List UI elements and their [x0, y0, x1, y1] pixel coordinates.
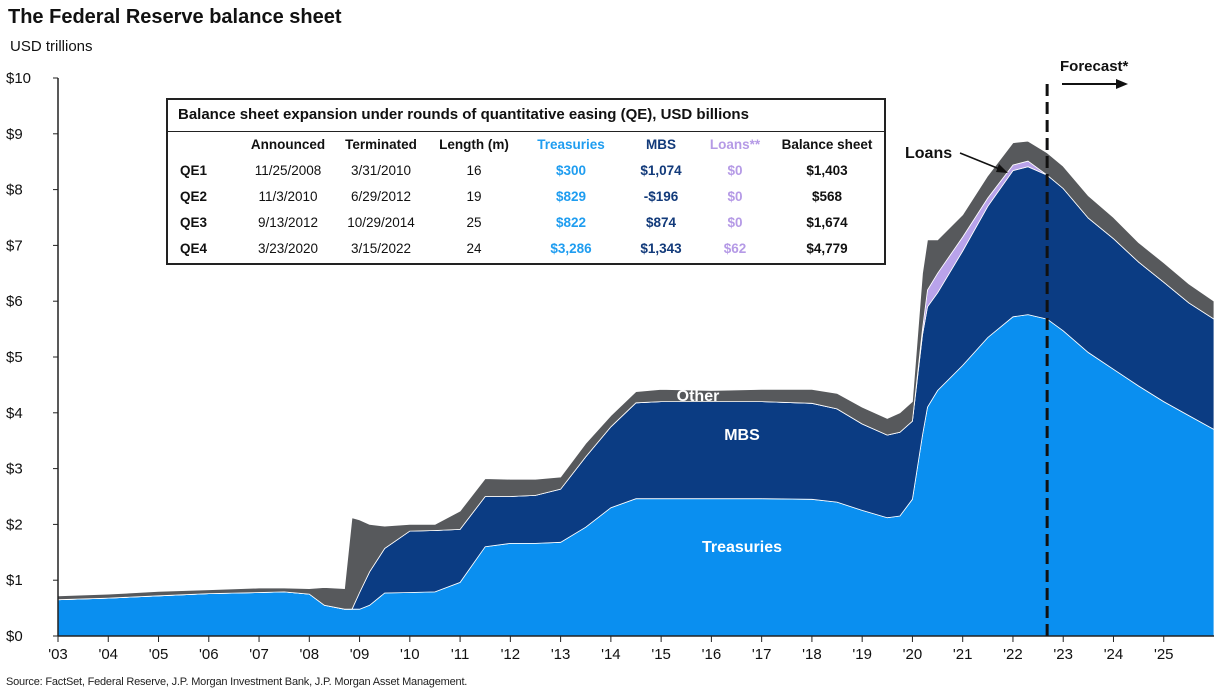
qe-cell-terminated: 3/31/2010 [350, 162, 412, 178]
x-tick-label: '21 [953, 646, 973, 663]
y-tick-label: $5 [6, 349, 23, 366]
x-tick-label: '16 [702, 646, 722, 663]
qe-cell-qe-round: QE2 [180, 188, 208, 204]
qe-cell-mbs: -$196 [643, 188, 679, 204]
x-tick-label: '19 [852, 646, 872, 663]
qe-cell-treasuries: $829 [555, 188, 587, 204]
x-tick-label: '08 [300, 646, 320, 663]
y-tick-label: $6 [6, 293, 23, 310]
unit-label: USD trillions [10, 38, 93, 55]
x-tick-label: '07 [249, 646, 269, 663]
loans-pointer-arrowhead-icon [996, 164, 1008, 173]
forecast-arrowhead-icon [1116, 79, 1128, 89]
x-tick-label: '11 [451, 646, 469, 663]
source-note: Source: FactSet, Federal Reserve, J.P. M… [6, 676, 468, 688]
area-other [57, 140, 1215, 610]
qe-cell-length: 19 [466, 188, 482, 204]
qe-cell-announced: 9/13/2012 [257, 214, 319, 230]
x-tick-label: '18 [802, 646, 822, 663]
qe-cell-mbs: $1,343 [640, 240, 682, 256]
qe-table: Announced Terminated Length (m) Treasuri… [168, 132, 884, 261]
x-tick-label: '12 [501, 646, 521, 663]
qe-cell-terminated: 6/29/2012 [350, 188, 412, 204]
qe-cell-treasuries: $3,286 [550, 240, 592, 256]
qe-cell-length: 16 [466, 162, 482, 178]
qe-cell-treasuries: $822 [555, 214, 587, 230]
qe-cell-announced: 11/3/2010 [258, 188, 318, 204]
x-tick-label: '04 [98, 646, 118, 663]
x-tick-label: '03 [48, 646, 68, 663]
qe-table-row: QE3 9/13/2012 10/29/2014 25 $822 $874 $0 $1,674 [168, 209, 884, 235]
qe-cell-qe-round: QE4 [180, 240, 208, 256]
qe-cell-mbs: $874 [645, 214, 677, 230]
y-tick-label: $9 [6, 126, 23, 143]
qe-cell-qe-round: QE3 [180, 214, 208, 230]
x-tick-label: '23 [1053, 646, 1073, 663]
y-tick-label: $2 [6, 516, 23, 533]
qe-header-balance-sheet: Balance sheet [781, 137, 873, 152]
qe-header-loans: Loans** [709, 137, 761, 152]
forecast-label: Forecast* [1060, 58, 1129, 75]
x-tick-label: '05 [149, 646, 169, 663]
qe-table-row: QE2 11/3/2010 6/29/2012 19 $829 -$196 $0 $568 [168, 183, 884, 209]
qe-cell-loans: $0 [727, 188, 743, 204]
qe-table-row: QE4 3/23/2020 3/15/2022 24 $3,286 $1,343 $62 $4… [168, 235, 884, 261]
y-tick-label: $4 [6, 405, 23, 422]
x-tick-label: '20 [903, 646, 923, 663]
qe-cell-length: 24 [466, 240, 482, 256]
qe-table-title: Balance sheet expansion under rounds of … [168, 100, 884, 132]
label-mbs: MBS [724, 427, 760, 444]
qe-cell-qe-round: QE1 [180, 162, 208, 178]
qe-table-box: Balance sheet expansion under rounds of … [166, 98, 886, 265]
label-loans: Loans [905, 145, 952, 162]
x-tick-label: '06 [199, 646, 219, 663]
x-tick-label: '14 [601, 646, 621, 663]
y-axis-ticks: $0 $1 $2 $3 $4 $5 $6 $7 $8 $9 $10 [6, 70, 58, 645]
x-tick-label: '17 [752, 646, 772, 663]
x-axis-ticks: '03 '04 '05 '06 '07 '08 '09 '10 '11 '12 '13 '14 '15 '… [48, 636, 1174, 663]
x-tick-label: '10 [400, 646, 420, 663]
qe-header-terminated: Terminated [345, 137, 417, 152]
qe-cell-balance-sheet: $4,779 [806, 240, 848, 256]
y-tick-label: $8 [6, 182, 23, 199]
qe-header-treasuries: Treasuries [537, 137, 605, 152]
y-tick-label: $7 [6, 237, 23, 254]
loans-pointer [959, 152, 1003, 171]
label-other: Other [677, 388, 720, 405]
qe-cell-terminated: 3/15/2022 [350, 240, 412, 256]
y-tick-label: $3 [6, 461, 23, 478]
x-tick-label: '13 [551, 646, 571, 663]
x-tick-label: '22 [1003, 646, 1023, 663]
x-tick-label: '25 [1154, 646, 1174, 663]
qe-cell-balance-sheet: $1,674 [806, 214, 848, 230]
qe-cell-terminated: 10/29/2014 [347, 214, 415, 230]
chart-title: The Federal Reserve balance sheet [8, 6, 342, 28]
qe-header-row: Announced Terminated Length (m) Treasuri… [168, 132, 884, 157]
qe-header-announced: Announced [250, 137, 326, 152]
qe-cell-length: 25 [466, 214, 482, 230]
qe-cell-announced: 11/25/2008 [254, 162, 322, 178]
x-tick-label: '09 [350, 646, 370, 663]
qe-cell-treasuries: $300 [555, 162, 587, 178]
y-tick-label: $1 [6, 572, 23, 589]
qe-cell-announced: 3/23/2020 [257, 240, 319, 256]
qe-cell-loans: $62 [723, 240, 747, 256]
qe-header-blank [168, 132, 242, 157]
y-tick-label: $10 [6, 70, 31, 87]
qe-table-row: QE1 11/25/2008 3/31/2010 16 $300 $1,074 $0 $1,4… [168, 157, 884, 183]
qe-cell-balance-sheet: $568 [811, 188, 843, 204]
qe-header-mbs: MBS [646, 137, 676, 152]
qe-cell-mbs: $1,074 [640, 162, 682, 178]
qe-cell-balance-sheet: $1,403 [806, 162, 848, 178]
y-tick-label: $0 [6, 628, 23, 645]
x-tick-label: '15 [651, 646, 671, 663]
qe-cell-loans: $0 [727, 162, 743, 178]
label-treasuries: Treasuries [702, 539, 782, 556]
qe-cell-loans: $0 [727, 214, 743, 230]
qe-header-length: Length (m) [439, 137, 509, 152]
x-tick-label: '24 [1104, 646, 1124, 663]
